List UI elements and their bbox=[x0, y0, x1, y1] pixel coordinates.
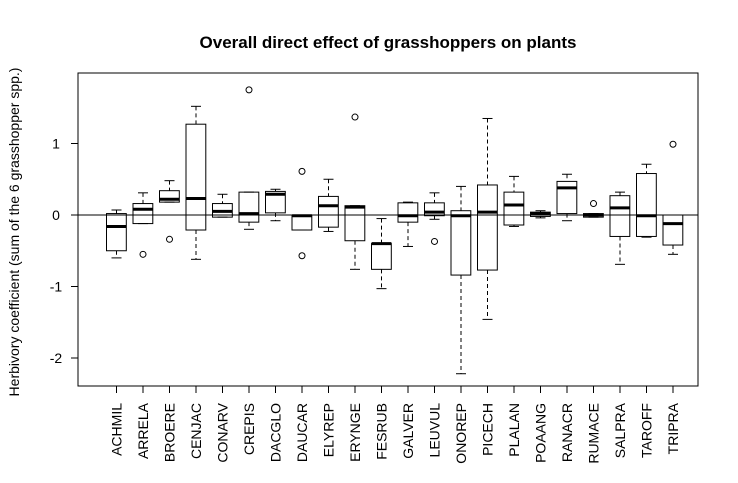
box-iqr bbox=[132, 203, 154, 225]
box-iqr bbox=[503, 191, 525, 226]
box-iqr bbox=[450, 210, 472, 276]
box-leuvul bbox=[424, 192, 445, 245]
x-tick-label: GALVER bbox=[400, 403, 416, 459]
x-tick-label: ELYREP bbox=[321, 403, 337, 457]
x-tick-label: FESRUB bbox=[374, 403, 390, 460]
x-tick-label: SALPRA bbox=[612, 402, 628, 458]
x-tick-label: LEUVUL bbox=[427, 403, 443, 458]
box-iqr bbox=[477, 184, 498, 271]
x-tick-label: DACGLO bbox=[268, 403, 284, 462]
box-elyrep bbox=[318, 178, 339, 232]
box-iqr bbox=[556, 180, 578, 215]
box-iqr bbox=[106, 213, 127, 252]
y-tick-label: 1 bbox=[52, 136, 60, 152]
box-broere bbox=[159, 180, 180, 243]
box-rumace bbox=[583, 200, 604, 218]
boxes-group bbox=[106, 86, 684, 375]
box-taroff bbox=[636, 163, 657, 238]
x-tick-label: ARRELA bbox=[135, 402, 151, 459]
box-cenjac bbox=[185, 105, 207, 260]
box-arrela bbox=[132, 192, 154, 258]
x-tick-label: BROERE bbox=[162, 403, 178, 462]
plot-frame bbox=[77, 72, 699, 387]
x-tick-label: RUMACE bbox=[586, 403, 602, 464]
box-dacglo bbox=[265, 188, 286, 222]
outlier-point bbox=[139, 250, 147, 258]
x-axis: ACHMIL ARRELA BROERE CENJAC CONARV CREPIS DACG… bbox=[109, 385, 681, 464]
outlier-point bbox=[245, 86, 253, 94]
box-iqr bbox=[609, 195, 631, 237]
x-tick-label: TRIPRA bbox=[665, 402, 681, 454]
outlier-point bbox=[166, 235, 173, 243]
y-axis: -2 -1 0 1 bbox=[50, 136, 698, 366]
x-tick-label: CREPIS bbox=[241, 403, 257, 455]
box-iqr bbox=[424, 202, 445, 217]
box-iqr bbox=[662, 214, 684, 246]
box-iqr bbox=[185, 123, 207, 231]
y-tick-label: 0 bbox=[52, 207, 60, 223]
box-fesrub bbox=[371, 218, 392, 290]
outlier-point bbox=[590, 200, 597, 208]
chart-title: Overall direct effect of grasshoppers on… bbox=[200, 33, 577, 52]
x-tick-label: ERYNGE bbox=[347, 403, 363, 462]
box-poaang bbox=[530, 210, 551, 219]
y-tick-label: -1 bbox=[50, 279, 63, 295]
x-tick-label: PLALAN bbox=[506, 403, 522, 457]
outlier-point bbox=[669, 140, 677, 148]
box-daucar bbox=[291, 167, 313, 260]
box-conarv bbox=[212, 193, 233, 218]
box-iqr bbox=[318, 195, 339, 228]
box-crepis bbox=[238, 86, 260, 230]
box-iqr bbox=[291, 215, 313, 231]
box-picech bbox=[477, 117, 498, 320]
x-tick-label: DAUCAR bbox=[294, 403, 310, 462]
outlier-point bbox=[298, 167, 306, 175]
x-tick-label: ACHMIL bbox=[109, 403, 125, 456]
box-iqr bbox=[371, 243, 392, 270]
outlier-point bbox=[298, 252, 306, 260]
x-tick-label: TAROFF bbox=[639, 403, 655, 458]
box-tripra bbox=[662, 140, 684, 255]
box-ranacr bbox=[556, 173, 578, 222]
box-iqr bbox=[159, 190, 180, 203]
box-iqr bbox=[344, 205, 366, 242]
x-tick-label: CENJAC bbox=[188, 403, 204, 459]
box-erynge bbox=[344, 113, 366, 270]
y-tick-label: -2 bbox=[50, 350, 63, 366]
x-tick-label: ONOREP bbox=[453, 403, 469, 464]
x-tick-label: CONARV bbox=[215, 402, 231, 462]
box-salpra bbox=[609, 191, 631, 265]
x-tick-label: PICECH bbox=[480, 403, 496, 456]
box-iqr bbox=[636, 173, 657, 237]
box-iqr bbox=[397, 202, 419, 223]
box-achmil bbox=[106, 209, 127, 259]
box-galver bbox=[397, 201, 419, 247]
box-onorep bbox=[450, 185, 472, 375]
x-tick-label: RANACR bbox=[559, 403, 575, 462]
outlier-point bbox=[431, 237, 438, 245]
x-tick-label: POAANG bbox=[533, 403, 549, 463]
outlier-point bbox=[351, 113, 359, 121]
box-iqr bbox=[265, 190, 286, 214]
box-plalan bbox=[503, 175, 525, 227]
y-axis-label: Herbivory coefficient (sum of the 6 gras… bbox=[6, 68, 22, 397]
box-iqr bbox=[238, 191, 260, 223]
